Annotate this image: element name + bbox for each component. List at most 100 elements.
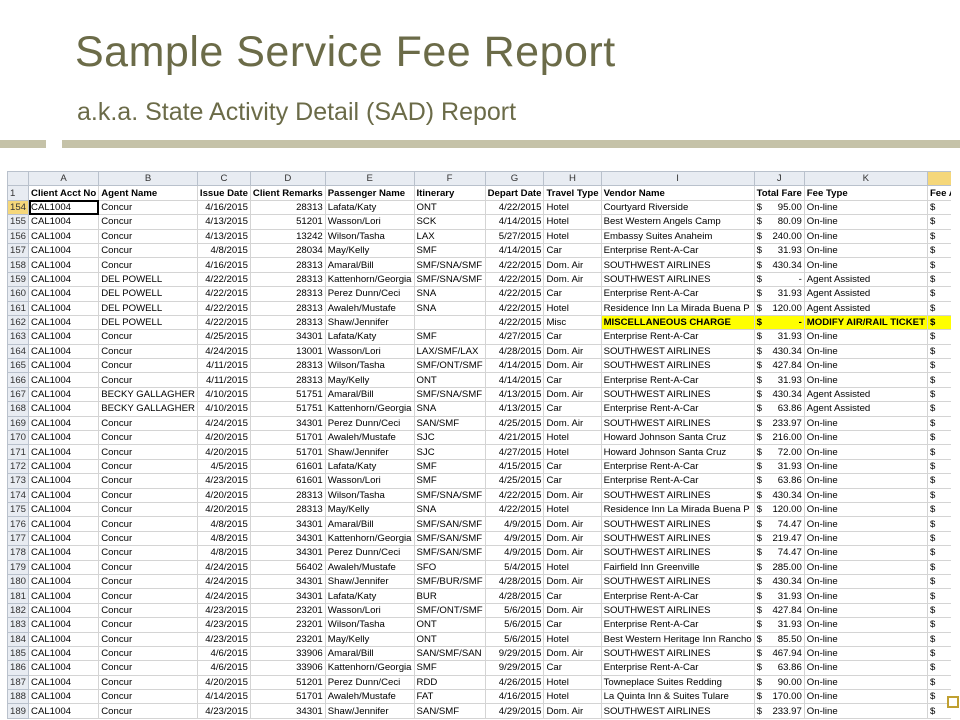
table-cell[interactable]: 4/14/2015 — [196, 689, 251, 705]
header-cell[interactable]: Passenger Name — [324, 185, 415, 201]
table-cell[interactable]: On-line — [803, 660, 928, 676]
table-cell[interactable]: Car — [543, 329, 602, 345]
table-cell[interactable]: Kattenhorn/Georgia — [324, 401, 415, 417]
table-cell[interactable]: Amaral/Bill — [324, 386, 415, 403]
table-cell[interactable]: $430.34 — [753, 257, 805, 273]
table-cell[interactable]: $12.00 — [926, 386, 951, 403]
table-cell[interactable]: Best Western Angels Camp — [600, 214, 755, 230]
table-cell[interactable]: Amaral/Bill — [324, 645, 415, 662]
table-cell[interactable]: 51751 — [249, 401, 326, 417]
table-cell[interactable]: $120.00 — [753, 501, 805, 518]
column-header-k[interactable]: K — [803, 171, 928, 187]
table-cell[interactable]: ONT — [413, 617, 486, 633]
table-cell[interactable]: Kattenhorn/Georgia — [324, 660, 415, 676]
table-cell[interactable]: On-line — [803, 228, 928, 244]
table-cell[interactable]: Awaleh/Mustafe — [324, 559, 415, 575]
table-cell[interactable]: 5/4/2015 — [484, 559, 545, 575]
table-cell[interactable]: SAN/SMF — [413, 703, 486, 719]
table-cell[interactable]: $170.00 — [753, 689, 805, 705]
table-cell[interactable]: 5/6/2015 — [484, 602, 545, 619]
header-cell[interactable]: Client Remarks — [249, 185, 326, 201]
table-cell[interactable]: Lafata/Katy — [324, 199, 415, 216]
table-cell[interactable]: SMF/ONT/SMF — [413, 602, 486, 619]
table-cell[interactable]: 51201 — [249, 214, 326, 230]
table-cell[interactable]: May/Kelly — [324, 242, 415, 259]
table-cell[interactable]: 34301 — [249, 415, 326, 432]
table-cell[interactable]: CAL1004 — [28, 573, 100, 590]
table-cell[interactable]: 4/23/2015 — [196, 473, 251, 489]
table-cell[interactable]: 13001 — [249, 343, 326, 360]
row-number[interactable]: 177 — [7, 530, 30, 547]
table-cell[interactable]: $- — [926, 271, 951, 288]
table-cell[interactable]: Howard Johnson Santa Cruz — [600, 430, 755, 446]
table-cell[interactable]: DEL POWELL — [98, 314, 198, 331]
table-cell[interactable]: $5.00 — [926, 473, 951, 489]
table-cell[interactable]: 51701 — [249, 444, 326, 460]
table-cell[interactable]: Concur — [98, 530, 198, 547]
table-cell[interactable]: Wasson/Lori — [324, 473, 415, 489]
table-cell[interactable]: 28313 — [249, 358, 326, 374]
table-cell[interactable]: CAL1004 — [28, 617, 100, 633]
header-cell[interactable]: Vendor Name — [600, 185, 755, 201]
table-cell[interactable]: FAT — [413, 689, 486, 705]
table-cell[interactable]: 4/13/2015 — [484, 386, 545, 403]
table-cell[interactable]: CAL1004 — [28, 645, 100, 662]
table-cell[interactable]: On-line — [803, 358, 928, 374]
table-cell[interactable]: 4/22/2015 — [484, 300, 545, 316]
table-cell[interactable]: May/Kelly — [324, 631, 415, 647]
table-cell[interactable]: On-line — [803, 530, 928, 547]
table-cell[interactable]: DEL POWELL — [98, 286, 198, 302]
table-cell[interactable]: On-line — [803, 415, 928, 432]
row-number[interactable]: 168 — [7, 401, 30, 417]
row-number[interactable]: 169 — [7, 415, 30, 432]
table-cell[interactable] — [413, 314, 486, 331]
table-cell[interactable]: $430.34 — [753, 343, 805, 360]
table-cell[interactable]: $216.00 — [753, 430, 805, 446]
table-cell[interactable]: Enterprise Rent-A-Car — [600, 286, 755, 302]
table-cell[interactable]: SOUTHWEST AIRLINES — [600, 516, 755, 532]
table-cell[interactable]: Hotel — [543, 430, 602, 446]
table-cell[interactable]: 4/10/2015 — [196, 386, 251, 403]
row-number[interactable]: 166 — [7, 372, 30, 388]
row-number[interactable]: 170 — [7, 430, 30, 446]
table-cell[interactable]: Concur — [98, 242, 198, 259]
select-all-corner[interactable] — [7, 171, 30, 187]
table-cell[interactable]: Amaral/Bill — [324, 257, 415, 273]
table-cell[interactable]: Perez Dunn/Ceci — [324, 286, 415, 302]
table-cell[interactable]: 28034 — [249, 242, 326, 259]
table-cell[interactable]: May/Kelly — [324, 501, 415, 518]
table-cell[interactable]: CAL1004 — [28, 602, 100, 619]
column-header-b[interactable]: B — [98, 171, 198, 187]
table-cell[interactable]: 28313 — [249, 199, 326, 216]
table-cell[interactable]: 51701 — [249, 689, 326, 705]
table-cell[interactable]: $5.00 — [926, 559, 951, 575]
table-cell[interactable]: Enterprise Rent-A-Car — [600, 372, 755, 388]
table-cell[interactable]: $5.00 — [926, 214, 951, 230]
table-cell[interactable]: Awaleh/Mustafe — [324, 430, 415, 446]
table-cell[interactable]: SNA — [413, 300, 486, 316]
table-cell[interactable]: SJC — [413, 430, 486, 446]
table-cell[interactable]: SMF — [413, 660, 486, 676]
table-cell[interactable]: $430.34 — [753, 487, 805, 503]
table-cell[interactable]: Shaw/Jennifer — [324, 314, 415, 331]
row-number[interactable]: 159 — [7, 271, 30, 288]
column-header-j[interactable]: J — [753, 171, 805, 187]
table-cell[interactable]: $- — [926, 631, 951, 647]
table-cell[interactable]: $427.84 — [753, 358, 805, 374]
table-cell[interactable]: Residence Inn La Mirada Buena P — [600, 300, 755, 316]
table-cell[interactable]: Hotel — [543, 631, 602, 647]
table-cell[interactable]: CAL1004 — [28, 473, 100, 489]
table-cell[interactable]: SOUTHWEST AIRLINES — [600, 530, 755, 547]
table-cell[interactable]: Howard Johnson Santa Cruz — [600, 444, 755, 460]
table-cell[interactable]: 4/9/2015 — [484, 545, 545, 561]
table-cell[interactable]: SMF — [413, 242, 486, 259]
table-cell[interactable]: 4/21/2015 — [484, 430, 545, 446]
table-cell[interactable]: On-line — [803, 703, 928, 719]
row-number[interactable]: 154 — [7, 199, 30, 216]
table-cell[interactable]: 4/6/2015 — [196, 645, 251, 662]
table-cell[interactable]: 33906 — [249, 660, 326, 676]
row-number[interactable]: 157 — [7, 242, 30, 259]
table-cell[interactable]: MISCELLANEOUS CHARGE — [600, 314, 755, 331]
table-cell[interactable]: On-line — [803, 501, 928, 518]
table-cell[interactable]: CAL1004 — [28, 703, 100, 719]
